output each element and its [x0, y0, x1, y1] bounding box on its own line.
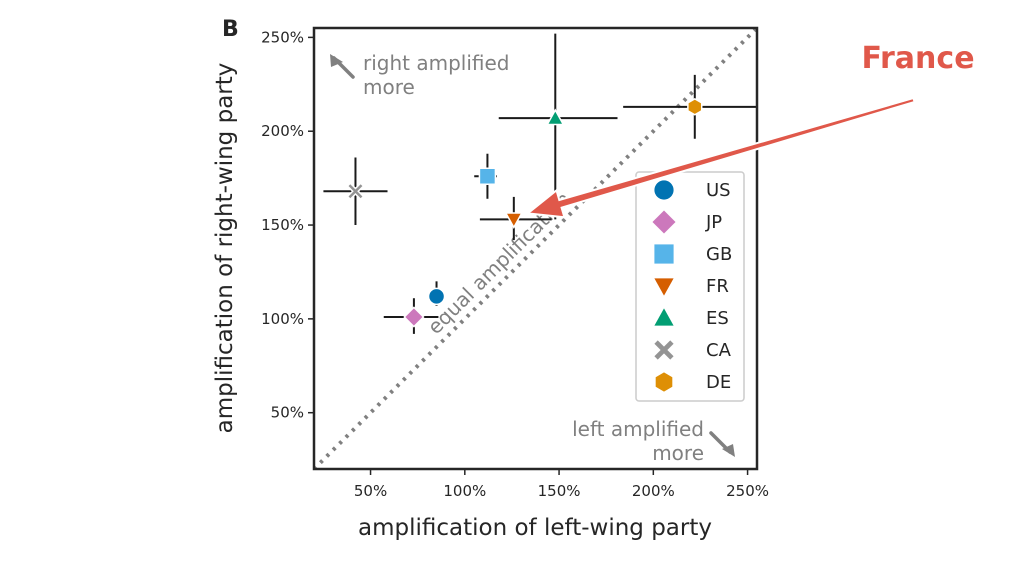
plot-frame [312, 26, 759, 471]
arrowhead-down-right-icon [722, 444, 735, 457]
x-tick-label: 200% [632, 482, 675, 500]
y-tick-label: 50% [271, 404, 304, 422]
data-point-es [546, 108, 565, 126]
data-point-jp [403, 306, 425, 328]
legend-label-fr: FR [706, 276, 729, 297]
data-point-de [687, 97, 703, 116]
legend-label-jp: JP [705, 212, 722, 233]
y-tick-label: 200% [261, 122, 304, 140]
annotation-right-amplified-line-2: more [363, 75, 415, 99]
legend-label-ca: CA [706, 340, 732, 361]
legend-label-es: ES [706, 308, 729, 329]
x-axis-ticks: 50% 100% 150% 200% 250% [354, 469, 769, 500]
y-axis-title: amplification of right-wing party [212, 63, 238, 434]
annotation-right-amplified-line-1: right amplified [363, 51, 510, 75]
legend-marker-us [654, 180, 674, 200]
legend-marker-gb [654, 244, 674, 264]
y-axis-ticks: 50% 100% 150% 200% 250% [261, 28, 314, 422]
legend-label-gb: GB [706, 244, 732, 265]
annotation-right-amplified: right amplified more [330, 51, 510, 99]
data-point-us [427, 287, 446, 306]
legend-label-us: US [706, 180, 731, 201]
x-tick-label: 250% [726, 482, 769, 500]
x-axis-title: amplification of left-wing party [358, 515, 712, 541]
arrowhead-up-left-icon [330, 54, 343, 67]
annotation-left-amplified-line-1: left amplified [572, 417, 704, 441]
legend-marker-es [654, 308, 674, 326]
x-tick-label: 50% [354, 482, 387, 500]
y-tick-label: 250% [261, 28, 304, 46]
y-tick-label: 150% [261, 216, 304, 234]
data-markers [346, 97, 703, 328]
legend-marker-de [655, 372, 673, 392]
data-point-fr [504, 212, 524, 229]
legend-marker-ca [654, 340, 674, 360]
legend: US JP GB FR ES CA DE [635, 171, 745, 402]
data-point-gb [478, 167, 497, 186]
annotation-left-amplified-line-2: more [652, 441, 704, 465]
legend-marker-fr [654, 278, 674, 296]
callout-label: France [861, 41, 974, 76]
x-tick-label: 150% [538, 482, 581, 500]
legend-label-de: DE [706, 372, 731, 393]
annotation-left-amplified: left amplified more [572, 417, 735, 465]
callout-arrow-icon [525, 96, 916, 219]
panel-letter: B [222, 17, 239, 42]
x-tick-label: 100% [443, 482, 486, 500]
y-tick-label: 100% [261, 310, 304, 328]
france-callout: France [525, 40, 976, 219]
data-point-ca [346, 182, 365, 201]
